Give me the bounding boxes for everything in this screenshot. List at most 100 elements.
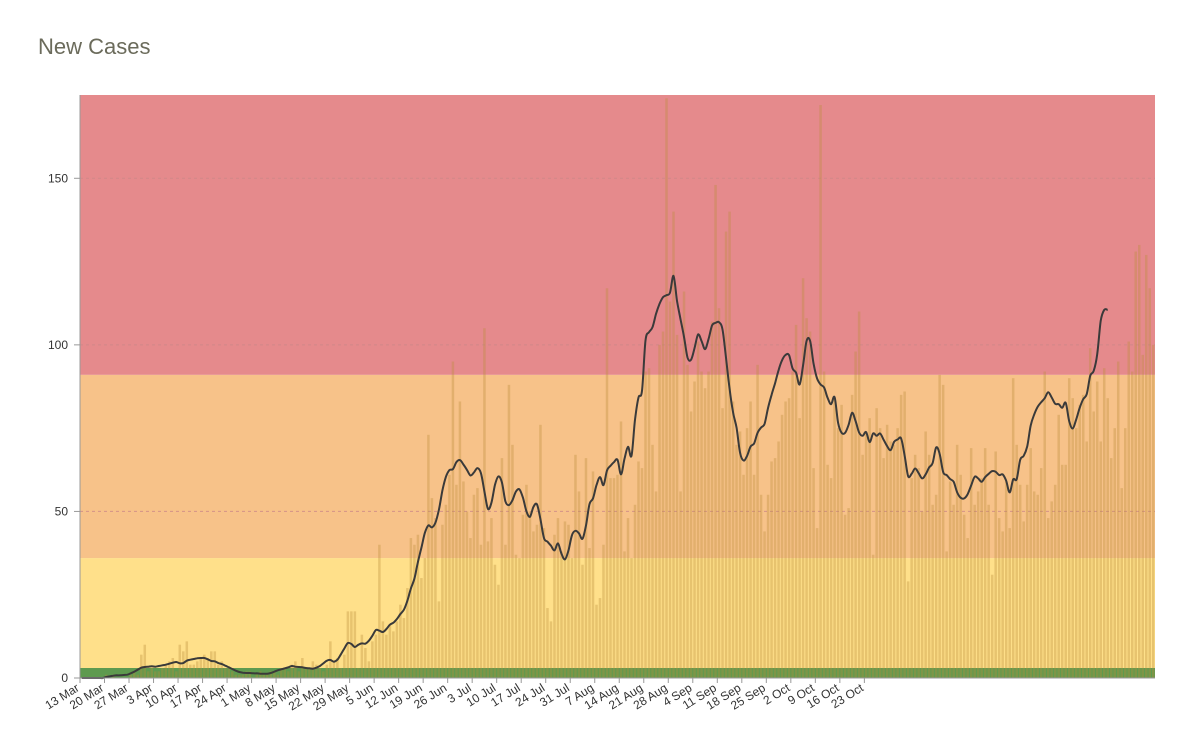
bar — [451, 361, 455, 678]
bar — [962, 514, 966, 678]
bar — [308, 668, 311, 678]
bar — [570, 558, 574, 678]
bar — [885, 424, 889, 678]
bar — [1008, 528, 1011, 678]
bar — [231, 671, 234, 678]
bar — [892, 444, 896, 678]
bar — [1039, 468, 1043, 678]
bar — [917, 468, 920, 678]
chart-title: New Cases — [38, 34, 151, 59]
bar — [217, 664, 220, 678]
bar — [1036, 494, 1039, 678]
bar — [938, 374, 941, 678]
bar — [371, 641, 374, 678]
bar — [595, 604, 598, 678]
bar — [1060, 464, 1064, 678]
bar — [647, 368, 651, 678]
bar — [1095, 381, 1099, 678]
bar — [525, 484, 528, 678]
bar — [920, 511, 924, 678]
bar — [780, 414, 784, 678]
bar — [623, 551, 626, 678]
bar — [819, 104, 822, 679]
bar — [409, 538, 413, 678]
bar — [749, 401, 752, 678]
bar — [581, 564, 584, 678]
bar — [150, 668, 154, 678]
bar — [633, 504, 637, 678]
bar — [675, 334, 679, 678]
bar — [651, 444, 654, 678]
bar — [507, 384, 511, 678]
bar — [777, 441, 780, 678]
bar — [689, 411, 693, 678]
bar — [710, 321, 714, 678]
bar — [640, 468, 644, 678]
bar — [945, 551, 948, 678]
bar — [178, 644, 182, 678]
bar — [1127, 341, 1130, 678]
bar — [567, 524, 570, 678]
bar — [549, 621, 553, 678]
bar — [164, 664, 168, 678]
bar — [297, 671, 301, 678]
bar — [665, 98, 668, 679]
bar — [392, 631, 395, 678]
bar — [287, 671, 290, 678]
bar — [1106, 398, 1109, 678]
bar — [1085, 441, 1088, 678]
bar — [532, 531, 535, 678]
bar — [784, 401, 787, 678]
bar — [934, 494, 938, 678]
bar — [168, 661, 171, 678]
bar — [406, 588, 409, 678]
bar — [948, 481, 952, 678]
bar — [339, 668, 343, 678]
daily-bars — [105, 98, 1155, 679]
bar — [605, 288, 609, 678]
bar — [966, 538, 969, 678]
bar — [1032, 491, 1036, 678]
bar — [752, 474, 756, 678]
bar — [766, 494, 770, 678]
bar — [322, 671, 325, 678]
bar — [630, 558, 633, 678]
bar — [318, 668, 322, 678]
bar — [1074, 428, 1078, 678]
bar — [528, 511, 532, 678]
bar — [192, 664, 196, 678]
bar — [745, 428, 749, 678]
bar — [889, 441, 892, 678]
bar — [808, 331, 812, 678]
bar — [871, 554, 875, 678]
bar — [276, 674, 280, 678]
bar — [899, 394, 903, 678]
bar — [707, 371, 710, 678]
bar — [1092, 411, 1095, 678]
bar — [175, 671, 178, 678]
bar — [427, 434, 430, 678]
y-axis: 0 50 100 150 — [48, 95, 81, 685]
bar — [437, 601, 441, 678]
bar — [129, 674, 133, 678]
bar — [497, 584, 500, 678]
bar — [815, 528, 819, 678]
bar — [245, 671, 248, 678]
bar — [805, 318, 808, 678]
bar — [441, 524, 444, 678]
bar — [490, 518, 493, 678]
bar — [458, 401, 462, 678]
bar — [1004, 481, 1008, 678]
bar — [210, 651, 213, 678]
bar — [378, 544, 381, 678]
bar — [668, 301, 672, 678]
bar — [1022, 521, 1025, 678]
bar — [1151, 344, 1155, 678]
bar — [416, 534, 420, 678]
bar — [1050, 501, 1053, 678]
bar — [1137, 244, 1141, 678]
bar — [658, 344, 661, 678]
bar — [854, 351, 857, 678]
